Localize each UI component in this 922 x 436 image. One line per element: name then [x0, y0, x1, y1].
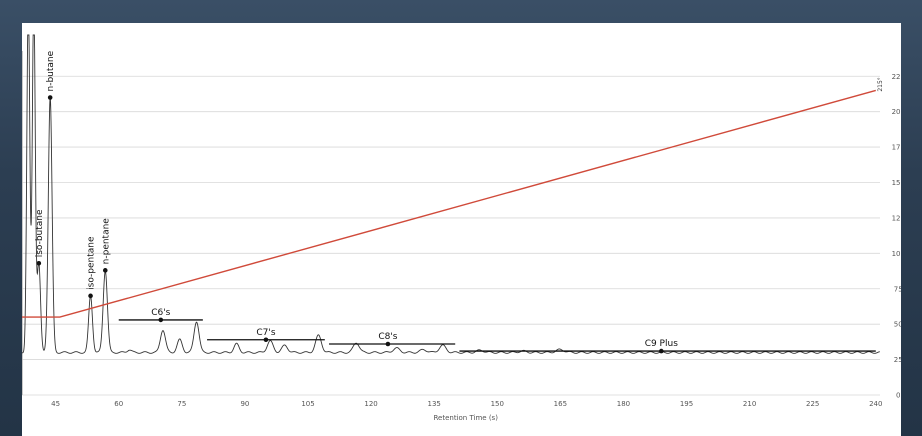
temp-tick-label: 50°	[894, 321, 901, 329]
x-tick-label: 75	[177, 400, 186, 408]
temp-tick-label: 75°	[894, 285, 901, 293]
x-tick-label: 90	[240, 400, 249, 408]
x-axis-title: Retention Time (s)	[433, 414, 498, 422]
group-label: C8's	[378, 332, 397, 342]
peak-label: iso-butane	[35, 209, 45, 257]
peak-labels: iso-butane n-butane iso-pentane n-pentane	[35, 50, 111, 299]
temp-tick-label: 225°	[892, 73, 901, 81]
x-tick-label: 180	[617, 400, 630, 408]
chart-panel: 0° 25° 50° 75° 100° 125° 150° 175° 200° 225° 45 60…	[22, 23, 901, 436]
group-label: C9 Plus	[645, 339, 679, 349]
group-marker	[385, 341, 391, 347]
chromatogram-chart: 0° 25° 50° 75° 100° 125° 150° 175° 200° 225° 45 60…	[22, 34, 901, 422]
x-tick-label: 60	[114, 400, 123, 408]
x-axis: 45 60 75 90 105 120 135 150 165 180 195 210 225 240	[51, 400, 882, 408]
x-tick-label: 195	[680, 400, 693, 408]
x-tick-label: 225	[806, 400, 819, 408]
x-tick-label: 150	[491, 400, 504, 408]
temp-tick-label: 25°	[894, 356, 901, 364]
peak-label: n-butane	[46, 50, 56, 91]
x-tick-label: 240	[869, 400, 882, 408]
group-ranges: C6's C7's C8's C9 Plus	[118, 308, 876, 354]
temperature-line	[22, 89, 876, 318]
x-tick-label: 120	[364, 400, 377, 408]
temp-tick-label: 0°	[896, 392, 901, 400]
x-tick-label: 135	[427, 400, 440, 408]
temperature-end-label: 215°	[877, 77, 884, 91]
temp-tick-label: 125°	[892, 214, 901, 222]
x-tick-label: 210	[743, 400, 756, 408]
x-tick-label: 165	[554, 400, 567, 408]
temperature-axis: 0° 25° 50° 75° 100° 125° 150° 175° 200° 225°	[892, 73, 901, 400]
group-marker	[158, 317, 164, 323]
temp-tick-label: 200°	[892, 108, 901, 116]
group-label: C6's	[151, 308, 170, 318]
group-marker	[263, 337, 269, 343]
peak-marker	[88, 293, 93, 299]
temp-tick-label: 100°	[892, 250, 901, 258]
chromatogram-trace	[22, 34, 880, 354]
peak-label: iso-pentane	[87, 236, 97, 290]
peak-marker	[47, 95, 53, 100]
peak-marker	[36, 260, 42, 266]
group-label: C7's	[256, 328, 275, 338]
temp-tick-label: 150°	[892, 179, 901, 187]
grid-lines	[22, 75, 880, 396]
temp-tick-label: 175°	[892, 144, 901, 152]
peak-label: n-pentane	[101, 218, 111, 265]
chromatogram-layer	[22, 34, 880, 354]
x-tick-label: 45	[51, 400, 60, 408]
peak-marker	[102, 268, 108, 273]
x-tick-label: 105	[301, 400, 314, 408]
group-marker	[658, 348, 664, 354]
temperature-layer: 215°	[22, 77, 884, 318]
